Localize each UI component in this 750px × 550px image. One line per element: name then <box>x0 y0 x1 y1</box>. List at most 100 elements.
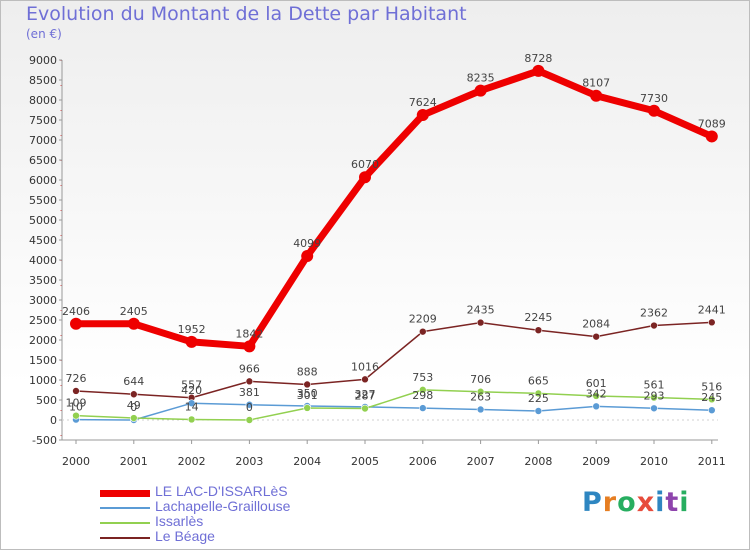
x-tick-label: 2006 <box>409 455 437 468</box>
chart-title: Evolution du Montant de la Dette par Hab… <box>26 3 467 25</box>
data-point <box>707 395 716 404</box>
data-point <box>592 392 601 400</box>
data-label: 0 <box>246 401 253 414</box>
x-tick-label: 2008 <box>524 455 552 468</box>
data-label: 2405 <box>120 305 148 318</box>
chart-subtitle: (en €) <box>26 27 62 41</box>
data-point <box>301 250 314 263</box>
data-label: 6070 <box>351 158 379 171</box>
x-tick-label: 2003 <box>235 455 263 468</box>
series-line <box>75 402 713 421</box>
data-point <box>534 326 543 335</box>
data-point <box>361 404 369 413</box>
data-label: 298 <box>412 389 433 402</box>
data-point <box>476 318 485 327</box>
y-tick-label: 6500 <box>29 154 57 167</box>
data-label: 420 <box>181 384 202 397</box>
data-point <box>650 321 658 330</box>
data-point <box>72 387 80 395</box>
data-label: 1016 <box>351 360 379 373</box>
data-label: 225 <box>528 392 549 405</box>
y-tick-label: 7000 <box>29 134 57 147</box>
legend-label: Le Béage <box>155 528 215 544</box>
y-tick-label: 1500 <box>29 354 57 367</box>
legend-swatch <box>100 537 150 539</box>
legend-label: Issarlès <box>155 513 204 529</box>
data-label: 381 <box>239 386 260 399</box>
data-point <box>130 390 138 399</box>
x-tick-label: 2004 <box>293 455 321 468</box>
logo-letter: x <box>636 487 656 518</box>
legend-label: Lachapelle-Graillouse <box>155 498 291 514</box>
x-tick-label: 2011 <box>698 455 726 468</box>
data-point <box>648 104 660 117</box>
data-label: 293 <box>644 389 665 402</box>
y-tick-label: 3000 <box>29 294 57 307</box>
data-point <box>127 317 140 330</box>
proxiti-logo: Proxiti <box>582 487 690 518</box>
data-label: 263 <box>470 390 491 403</box>
y-tick-label: 0 <box>50 414 57 427</box>
data-label: 1842 <box>235 327 263 340</box>
data-label: 14 <box>185 400 199 413</box>
data-label: 966 <box>239 362 260 375</box>
data-label: 561 <box>644 379 665 392</box>
y-tick-label: 2000 <box>29 334 57 347</box>
data-point <box>476 387 485 396</box>
data-label: 287 <box>355 390 376 403</box>
data-label: 1952 <box>178 323 206 336</box>
data-label: 109 <box>66 397 87 410</box>
data-label: 753 <box>412 371 433 384</box>
y-tick-label: 5000 <box>29 214 57 227</box>
legend-swatch <box>100 490 150 497</box>
data-label: 7089 <box>698 117 726 130</box>
legend-label: LE LAC-D'ISSARLèS <box>155 483 288 499</box>
data-label: 327 <box>355 388 376 401</box>
y-tick-label: 4000 <box>29 254 57 267</box>
series-line <box>72 67 716 350</box>
data-point <box>418 404 427 412</box>
data-point <box>592 402 601 411</box>
x-tick-label: 2010 <box>640 455 668 468</box>
data-label: 7730 <box>640 92 668 105</box>
y-tick-label: 4500 <box>29 234 57 247</box>
data-point <box>650 404 658 413</box>
y-tick-label: 5500 <box>29 194 57 207</box>
legend-swatch <box>100 507 150 509</box>
data-label: 8107 <box>582 77 610 90</box>
data-label: 601 <box>586 377 607 390</box>
y-tick-label: 3500 <box>29 274 57 287</box>
y-tick-label: 500 <box>36 394 57 407</box>
data-point <box>361 375 369 384</box>
data-point <box>418 327 427 336</box>
data-point <box>187 399 196 408</box>
data-label: 2362 <box>640 307 668 320</box>
y-tick-label: 8500 <box>29 74 57 87</box>
legend-swatch <box>100 522 150 524</box>
data-point <box>707 318 716 327</box>
series-line <box>75 389 713 421</box>
x-tick-label: 2000 <box>62 455 90 468</box>
data-label: 2441 <box>698 303 726 316</box>
data-label: 2209 <box>409 313 437 326</box>
data-label: 49 <box>127 399 141 412</box>
data-label: 665 <box>528 374 549 387</box>
data-point <box>416 109 429 122</box>
data-label: 301 <box>297 389 318 402</box>
y-tick-label: 2500 <box>29 314 57 327</box>
data-point <box>534 407 543 415</box>
y-tick-label: 7500 <box>29 114 57 127</box>
data-point <box>476 405 485 414</box>
data-label: 8235 <box>467 72 495 85</box>
data-label: 10 <box>69 401 83 414</box>
data-label: 4099 <box>293 237 321 250</box>
data-point <box>130 414 138 422</box>
data-label: 644 <box>123 375 144 388</box>
x-tick-label: 2007 <box>467 455 495 468</box>
data-label: 2435 <box>467 304 495 317</box>
data-point <box>705 130 718 143</box>
logo-letter: o <box>617 487 637 518</box>
data-point <box>590 89 603 102</box>
